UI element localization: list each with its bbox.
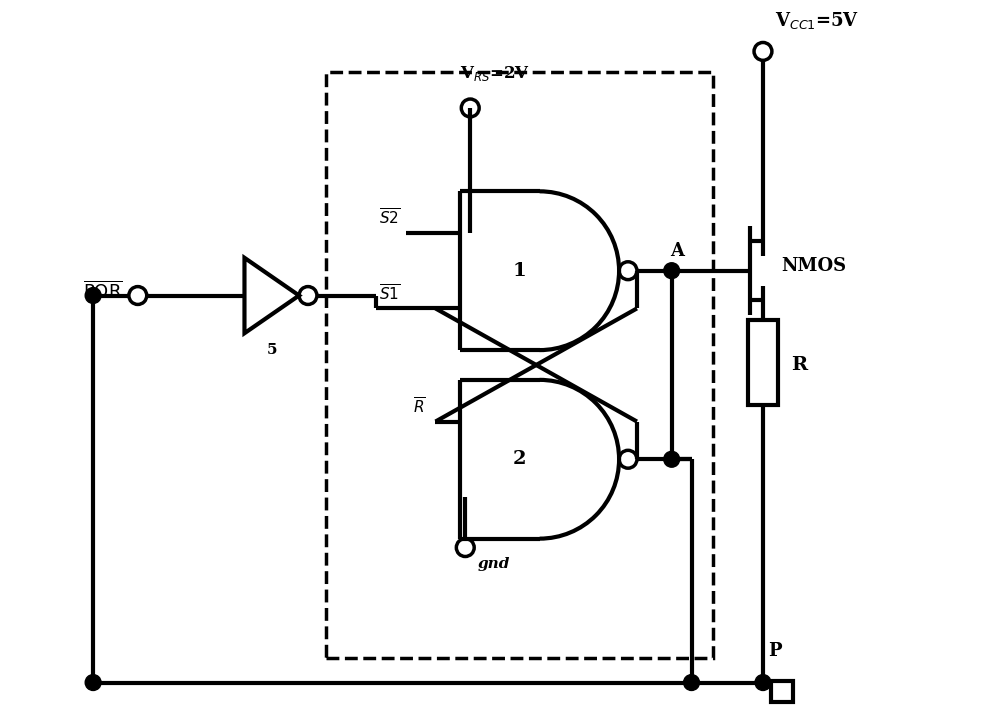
Bar (771, 681, 793, 703)
Bar (748, 320, 778, 405)
Text: V$_{CC1}$=5V: V$_{CC1}$=5V (775, 9, 859, 30)
Text: NMOS: NMOS (781, 257, 846, 275)
Text: 2: 2 (513, 450, 527, 468)
Circle shape (85, 288, 101, 304)
Text: 1: 1 (513, 262, 527, 280)
Text: V$_{RS}$=2V: V$_{RS}$=2V (460, 64, 530, 83)
Text: P: P (768, 642, 782, 660)
Circle shape (684, 674, 699, 690)
Text: R: R (791, 356, 807, 374)
Circle shape (664, 262, 680, 278)
Circle shape (85, 674, 101, 690)
Text: A: A (670, 242, 684, 260)
Text: $\overline{R}$: $\overline{R}$ (413, 397, 426, 417)
Text: $\overline{S1}$: $\overline{S1}$ (379, 283, 401, 304)
Text: gnd: gnd (477, 558, 510, 571)
Text: $\overline{\mathrm{POR}}$: $\overline{\mathrm{POR}}$ (83, 280, 123, 301)
Text: $\overline{S2}$: $\overline{S2}$ (379, 208, 401, 228)
Text: 5: 5 (267, 343, 277, 357)
Circle shape (664, 452, 680, 467)
Circle shape (755, 674, 771, 690)
